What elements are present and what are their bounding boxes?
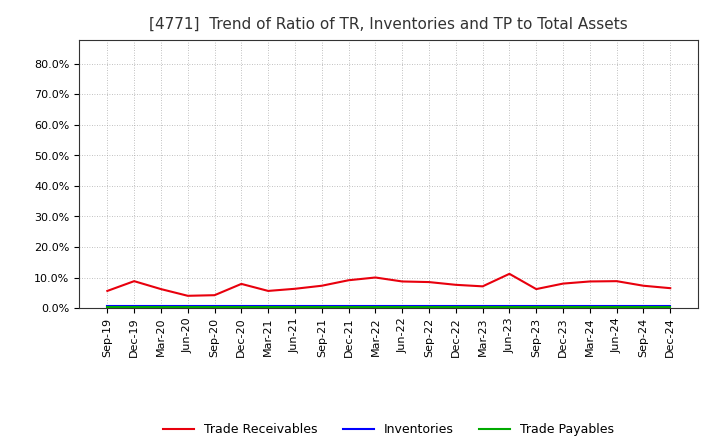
Inventories [639, 304, 648, 309]
Trade Payables [505, 304, 514, 309]
Trade Receivables [184, 293, 192, 298]
Trade Payables [451, 304, 460, 309]
Trade Payables [532, 304, 541, 309]
Trade Payables [291, 304, 300, 309]
Trade Receivables [666, 286, 675, 291]
Trade Payables [585, 304, 594, 309]
Trade Payables [157, 304, 166, 309]
Trade Receivables [478, 284, 487, 289]
Trade Payables [184, 304, 192, 309]
Trade Receivables [130, 279, 138, 284]
Trade Payables [210, 304, 219, 309]
Trade Payables [398, 304, 407, 309]
Inventories [210, 304, 219, 309]
Inventories [612, 304, 621, 309]
Trade Receivables [157, 286, 166, 292]
Trade Receivables [451, 282, 460, 287]
Inventories [318, 304, 326, 309]
Trade Receivables [585, 279, 594, 284]
Inventories [398, 304, 407, 309]
Inventories [505, 304, 514, 309]
Trade Payables [344, 304, 353, 309]
Trade Payables [425, 304, 433, 309]
Trade Receivables [318, 283, 326, 288]
Inventories [184, 304, 192, 309]
Inventories [559, 304, 567, 309]
Trade Receivables [559, 281, 567, 286]
Trade Payables [130, 304, 138, 309]
Inventories [666, 304, 675, 309]
Trade Receivables [291, 286, 300, 291]
Trade Payables [237, 304, 246, 309]
Trade Receivables [210, 293, 219, 298]
Inventories [344, 304, 353, 309]
Trade Receivables [398, 279, 407, 284]
Inventories [130, 304, 138, 309]
Inventories [532, 304, 541, 309]
Trade Receivables [103, 288, 112, 293]
Inventories [264, 304, 272, 309]
Trade Payables [559, 304, 567, 309]
Inventories [478, 304, 487, 309]
Inventories [157, 304, 166, 309]
Trade Payables [103, 304, 112, 309]
Trade Payables [318, 304, 326, 309]
Inventories [585, 304, 594, 309]
Trade Payables [478, 304, 487, 309]
Trade Payables [371, 304, 379, 309]
Trade Payables [639, 304, 648, 309]
Trade Receivables [344, 278, 353, 283]
Inventories [371, 304, 379, 309]
Inventories [103, 304, 112, 309]
Legend: Trade Receivables, Inventories, Trade Payables: Trade Receivables, Inventories, Trade Pa… [158, 418, 619, 440]
Trade Receivables [425, 279, 433, 285]
Inventories [451, 304, 460, 309]
Trade Receivables [237, 281, 246, 286]
Title: [4771]  Trend of Ratio of TR, Inventories and TP to Total Assets: [4771] Trend of Ratio of TR, Inventories… [150, 16, 628, 32]
Line: Trade Receivables: Trade Receivables [107, 274, 670, 296]
Trade Payables [264, 304, 272, 309]
Trade Receivables [505, 271, 514, 276]
Trade Receivables [612, 279, 621, 284]
Inventories [291, 304, 300, 309]
Trade Receivables [639, 283, 648, 288]
Trade Payables [612, 304, 621, 309]
Trade Receivables [532, 286, 541, 292]
Trade Payables [666, 304, 675, 309]
Trade Receivables [264, 288, 272, 293]
Trade Receivables [371, 275, 379, 280]
Inventories [425, 304, 433, 309]
Inventories [237, 304, 246, 309]
